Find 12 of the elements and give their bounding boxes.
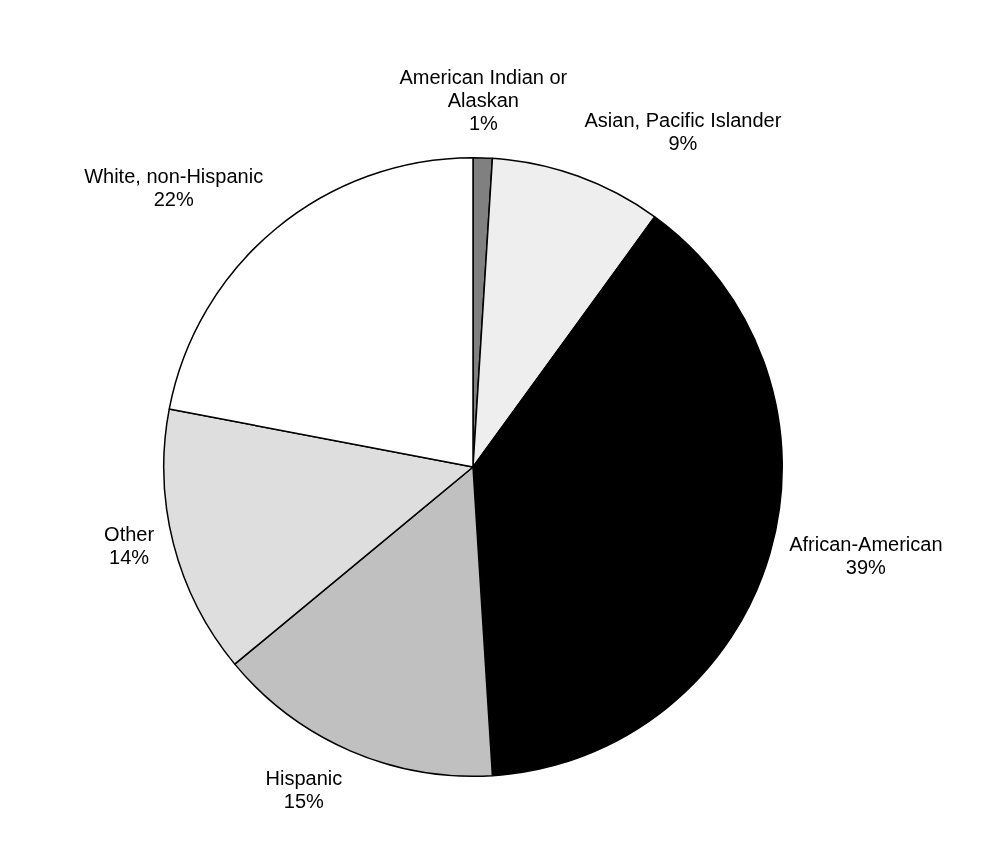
slice-label: Hispanic [265, 766, 343, 789]
slice-label: Asian, Pacific Islander [584, 108, 782, 131]
data-label: 39% [845, 556, 887, 579]
slice-label: African-American [789, 533, 943, 556]
data-label: 15% [283, 789, 325, 812]
data-label: 22% [153, 187, 194, 210]
data-label: 1% [468, 112, 499, 135]
data-label: 9% [668, 131, 698, 154]
slice-label: White, non-Hispanic [84, 164, 264, 187]
slice-label: Other [104, 523, 155, 546]
slice-label: American Indian or Alaskan [399, 66, 568, 112]
data-label: 14% [109, 546, 150, 569]
